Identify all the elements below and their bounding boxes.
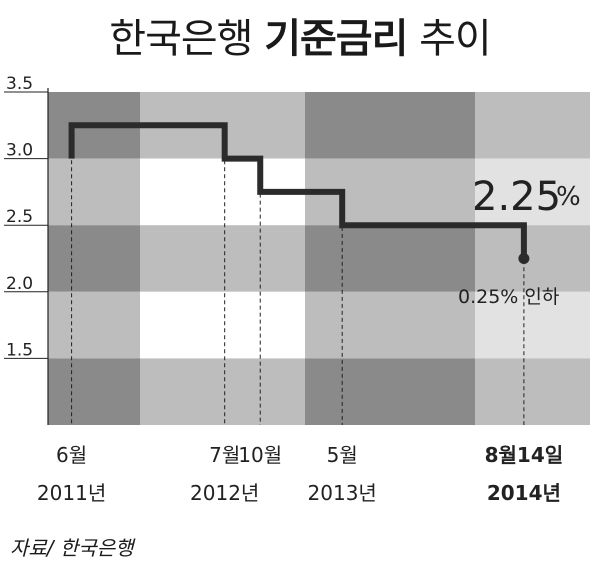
series-layer [68, 122, 530, 264]
title-part-1: 한국은행 [109, 16, 253, 62]
x-label-year: 2011년 [37, 481, 106, 505]
y-tick-label: 3.0 [6, 141, 33, 161]
x-label-month: 7월 [209, 443, 240, 467]
background-band [48, 158, 140, 226]
background-band [475, 225, 590, 292]
background-band [305, 225, 475, 292]
background-band [48, 291, 140, 359]
background-band [475, 291, 590, 359]
rate-end-point [518, 253, 530, 264]
title-part-3: 추이 [419, 16, 492, 62]
annotation-current-unit: % [556, 182, 581, 212]
annotation-note: 0.25% 인하 [458, 286, 559, 308]
y-axis: 3.5 3.0 2.5 2.0 1.5 [4, 74, 49, 425]
x-label-month: 5월 [327, 443, 358, 467]
annotation-current-value: 2.25 [472, 174, 561, 220]
background-band [140, 291, 305, 359]
x-label-month: 10월 [238, 443, 282, 467]
background-band [305, 92, 475, 159]
x-label-year: 2014년 [487, 481, 561, 505]
background-band [475, 158, 590, 226]
background-band [305, 291, 475, 359]
y-tick-label: 1.5 [6, 340, 33, 360]
x-guides [71, 125, 525, 425]
background-band [140, 358, 305, 425]
y-tick-label: 2.5 [6, 207, 33, 227]
annotations: 2.25 % 0.25% 인하 [458, 174, 581, 308]
background-band [475, 92, 590, 159]
title-part-2: 기준금리 [264, 16, 408, 62]
x-label-month: 6월 [56, 443, 87, 467]
background-band [140, 225, 305, 292]
y-tick-label: 2.0 [6, 274, 33, 294]
source-credit: 자료/ 한국은행 [10, 536, 134, 560]
chart-title: 한국은행 기준금리 추이 [0, 6, 600, 64]
background-band [475, 358, 590, 425]
background-band [305, 358, 475, 425]
x-label-year: 2012년 [190, 481, 259, 505]
x-label-year: 2013년 [308, 481, 377, 505]
x-labels: 6월 2011년 7월 2012년 10월 5월 2013년 8월14일 2014년 [37, 443, 563, 505]
background-bands [48, 92, 590, 425]
y-tick-label: 3.5 [6, 74, 33, 94]
rate-step-line [68, 122, 527, 259]
x-label-month: 8월14일 [485, 443, 564, 467]
background-band [48, 225, 140, 292]
background-band [48, 358, 140, 425]
